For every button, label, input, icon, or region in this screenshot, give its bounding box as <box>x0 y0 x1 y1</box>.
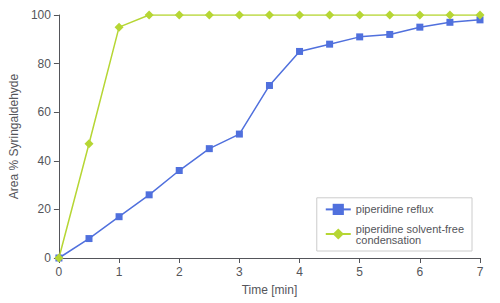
svg-text:7: 7 <box>477 265 484 279</box>
svg-text:piperidine solvent-free: piperidine solvent-free <box>355 222 464 235</box>
svg-text:condensation: condensation <box>356 234 421 246</box>
svg-text:2: 2 <box>176 265 183 279</box>
svg-text:4: 4 <box>296 265 303 279</box>
svg-text:3: 3 <box>236 265 243 279</box>
svg-text:piperidine reflux: piperidine reflux <box>356 203 434 215</box>
svg-text:0: 0 <box>44 251 51 265</box>
svg-text:Area % Syringaldehyde: Area % Syringaldehyde <box>7 73 21 199</box>
svg-text:Time [min]: Time [min] <box>242 283 298 297</box>
svg-text:0: 0 <box>56 265 63 279</box>
svg-text:100: 100 <box>31 8 51 22</box>
svg-text:80: 80 <box>38 57 52 71</box>
svg-text:40: 40 <box>38 154 52 168</box>
svg-text:1: 1 <box>116 265 123 279</box>
svg-text:60: 60 <box>38 105 52 119</box>
svg-text:20: 20 <box>38 202 52 216</box>
svg-text:5: 5 <box>356 265 363 279</box>
svg-text:6: 6 <box>417 265 424 279</box>
